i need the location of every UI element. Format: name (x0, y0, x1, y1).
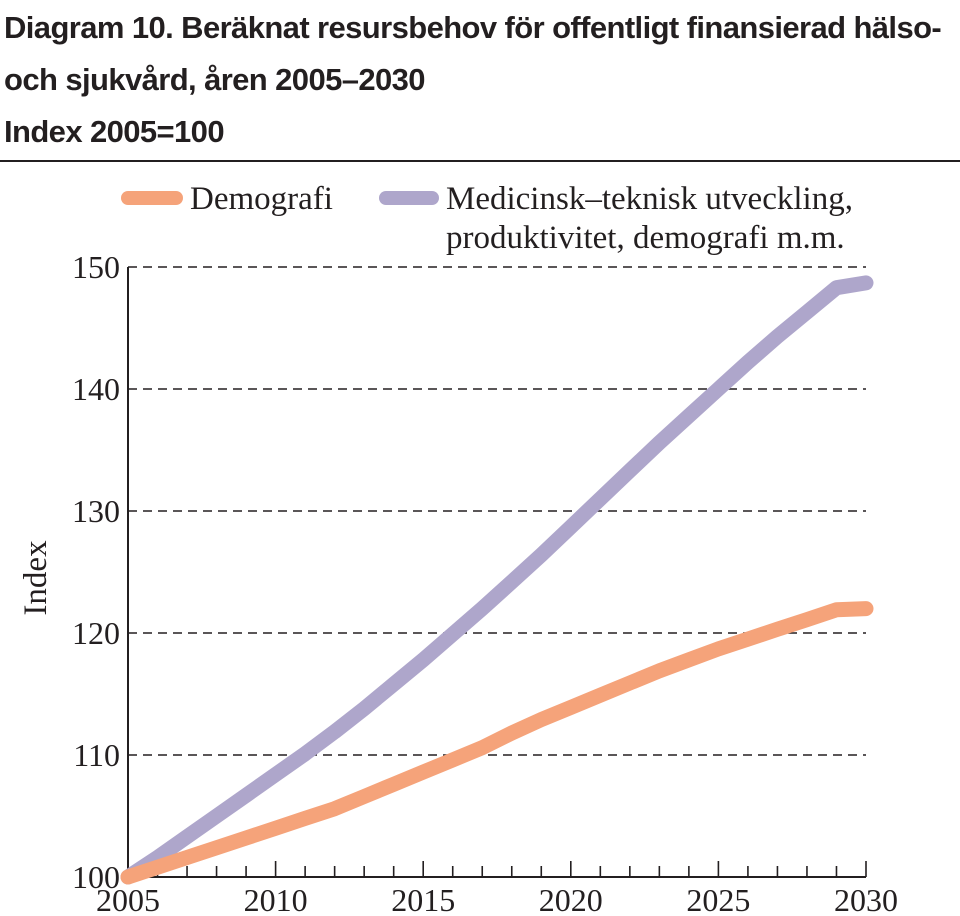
y-tick-label-100: 100 (72, 859, 120, 895)
series-line-demografi (120, 601, 874, 885)
gridlines (128, 266, 866, 756)
axes (127, 267, 866, 878)
x-tick-label-2010: 2010 (244, 882, 308, 916)
series-lines (120, 275, 874, 885)
chart-title: Diagram 10. Beräknat resursbehov för off… (4, 2, 956, 158)
series-line-medicinsk (120, 275, 874, 885)
y-axis-ticks: 100 110 120 130 140 150 (72, 249, 120, 895)
y-tick-label-140: 140 (72, 371, 120, 407)
x-tick-label-2015: 2015 (391, 882, 455, 916)
y-axis-label: Index (18, 540, 54, 616)
legend: Demografi Medicinsk–teknisk utveckling, … (121, 181, 853, 256)
x-axis-ticks: 2005 2010 2015 2020 2025 2030 (96, 861, 898, 916)
legend-label-medicinsk-line-2: produktivitet, demografi m.m. (446, 220, 845, 256)
x-tick-label-2025: 2025 (686, 882, 750, 916)
x-tick-label-2020: 2020 (539, 882, 603, 916)
legend-label-medicinsk-line-1: Medicinsk–teknisk utveckling, (446, 181, 853, 217)
y-tick-label-110: 110 (73, 737, 120, 773)
x-tick-label-2005: 2005 (96, 882, 160, 916)
y-tick-label-150: 150 (72, 249, 120, 285)
x-tick-label-2030: 2030 (834, 882, 898, 916)
chart-title-line-1: Diagram 10. Beräknat resursbehov för off… (4, 10, 942, 45)
y-tick-label-130: 130 (72, 493, 120, 529)
title-divider (0, 160, 960, 162)
legend-label-demografi: Demografi (190, 181, 333, 217)
y-tick-label-120: 120 (72, 615, 120, 651)
chart-subtitle: Index 2005=100 (4, 114, 225, 149)
chart-title-line-2: och sjukvård, åren 2005–2030 (4, 62, 426, 97)
